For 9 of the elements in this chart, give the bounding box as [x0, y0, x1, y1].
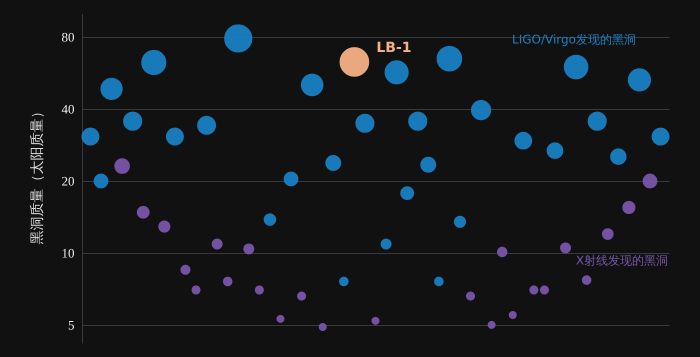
y-tick-label: 40 — [62, 102, 74, 117]
y-tick-label: 20 — [62, 174, 74, 189]
series-label: LB-1 — [376, 40, 412, 56]
y-tick-label: 10 — [62, 245, 74, 260]
series-label: X射线发现的黑洞 — [576, 253, 668, 268]
y-tick-label: 5 — [68, 317, 74, 332]
y-axis-title: 黑洞质量（太阳质量） — [30, 104, 46, 244]
series-label: LIGO/Virgo发现的黑洞 — [512, 32, 636, 47]
y-tick-label: 80 — [62, 30, 74, 45]
